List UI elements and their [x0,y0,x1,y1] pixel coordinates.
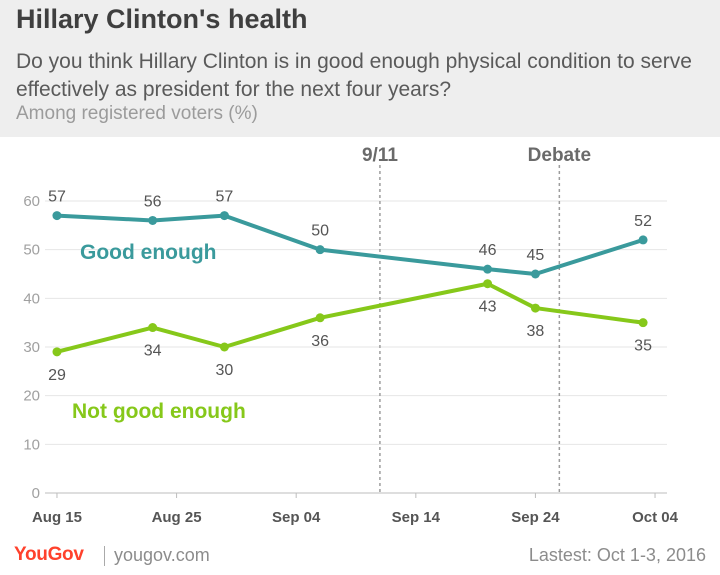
data-label: 34 [144,343,162,360]
y-tick-label: 0 [32,485,40,502]
population-note: Among registered voters (%) [16,103,258,124]
data-label: 56 [144,193,162,210]
y-tick-label: 40 [23,290,40,307]
data-label: 36 [311,333,329,350]
page-title: Hillary Clinton's health [16,4,308,34]
y-tick-label: 30 [23,339,40,356]
event-label: 9/11 [362,145,398,166]
x-tick-label: Aug 15 [32,509,82,526]
series-layer [52,211,648,357]
data-point [483,279,493,289]
data-label: 57 [216,189,234,206]
axis-layer: 0 10 20 30 40 50 60 Aug 15 Aug 25 Sep 04 Sep 14 Sep… [23,193,678,526]
data-point [52,347,62,357]
y-tick-label: 10 [23,436,40,453]
data-label: 52 [634,213,652,230]
data-point [638,235,648,245]
data-point [148,323,158,333]
data-point [52,211,62,221]
data-point [148,215,158,225]
question-subtitle: Do you think Hillary Clinton is in good … [16,50,692,101]
data-label: 57 [48,189,66,206]
x-tick-label: Aug 25 [152,509,202,526]
data-label: 45 [527,247,545,264]
data-point [219,342,229,352]
data-point [219,211,229,221]
event-layer: 9/11 Debate [362,145,591,493]
data-label: 35 [634,338,652,355]
event-label: Debate [528,145,591,166]
site-link[interactable]: yougov.com [114,545,210,565]
y-tick-label: 50 [23,242,40,259]
data-point [530,303,540,313]
x-tick-label: Sep 04 [272,509,321,526]
data-label: 43 [479,299,497,316]
line-chart: 9/11 Debate 0 10 20 30 40 50 60 Aug 15 Aug 25 Sep … [23,145,678,526]
series-name-good-enough: Good enough [80,241,216,264]
footer-divider [104,546,105,566]
data-label: 30 [216,362,234,379]
label-layer: 57 56 57 50 46 45 52 Good enough 29 34 30 36 43 38 35 N… [48,189,652,423]
data-point [315,245,325,255]
header-band: Hillary Clinton's health Do you think Hi… [0,0,720,137]
data-point [530,269,540,279]
data-label: 50 [311,223,329,240]
data-label: 38 [527,323,545,340]
data-point [638,318,648,328]
data-point [315,313,325,323]
grid-layer [45,200,667,494]
data-label: 46 [479,242,497,259]
date-note: Lastest: Oct 1-3, 2016 [528,545,706,565]
y-tick-label: 20 [23,388,40,405]
data-point [483,264,493,274]
y-tick-label: 60 [23,193,40,210]
data-label: 29 [48,367,66,384]
yougov-logo: YouGov [14,544,84,565]
x-tick-label: Sep 24 [511,509,560,526]
x-tick-label: Sep 14 [392,509,441,526]
x-tick-label: Oct 04 [632,509,679,526]
series-name-not-good-enough: Not good enough [72,400,246,423]
